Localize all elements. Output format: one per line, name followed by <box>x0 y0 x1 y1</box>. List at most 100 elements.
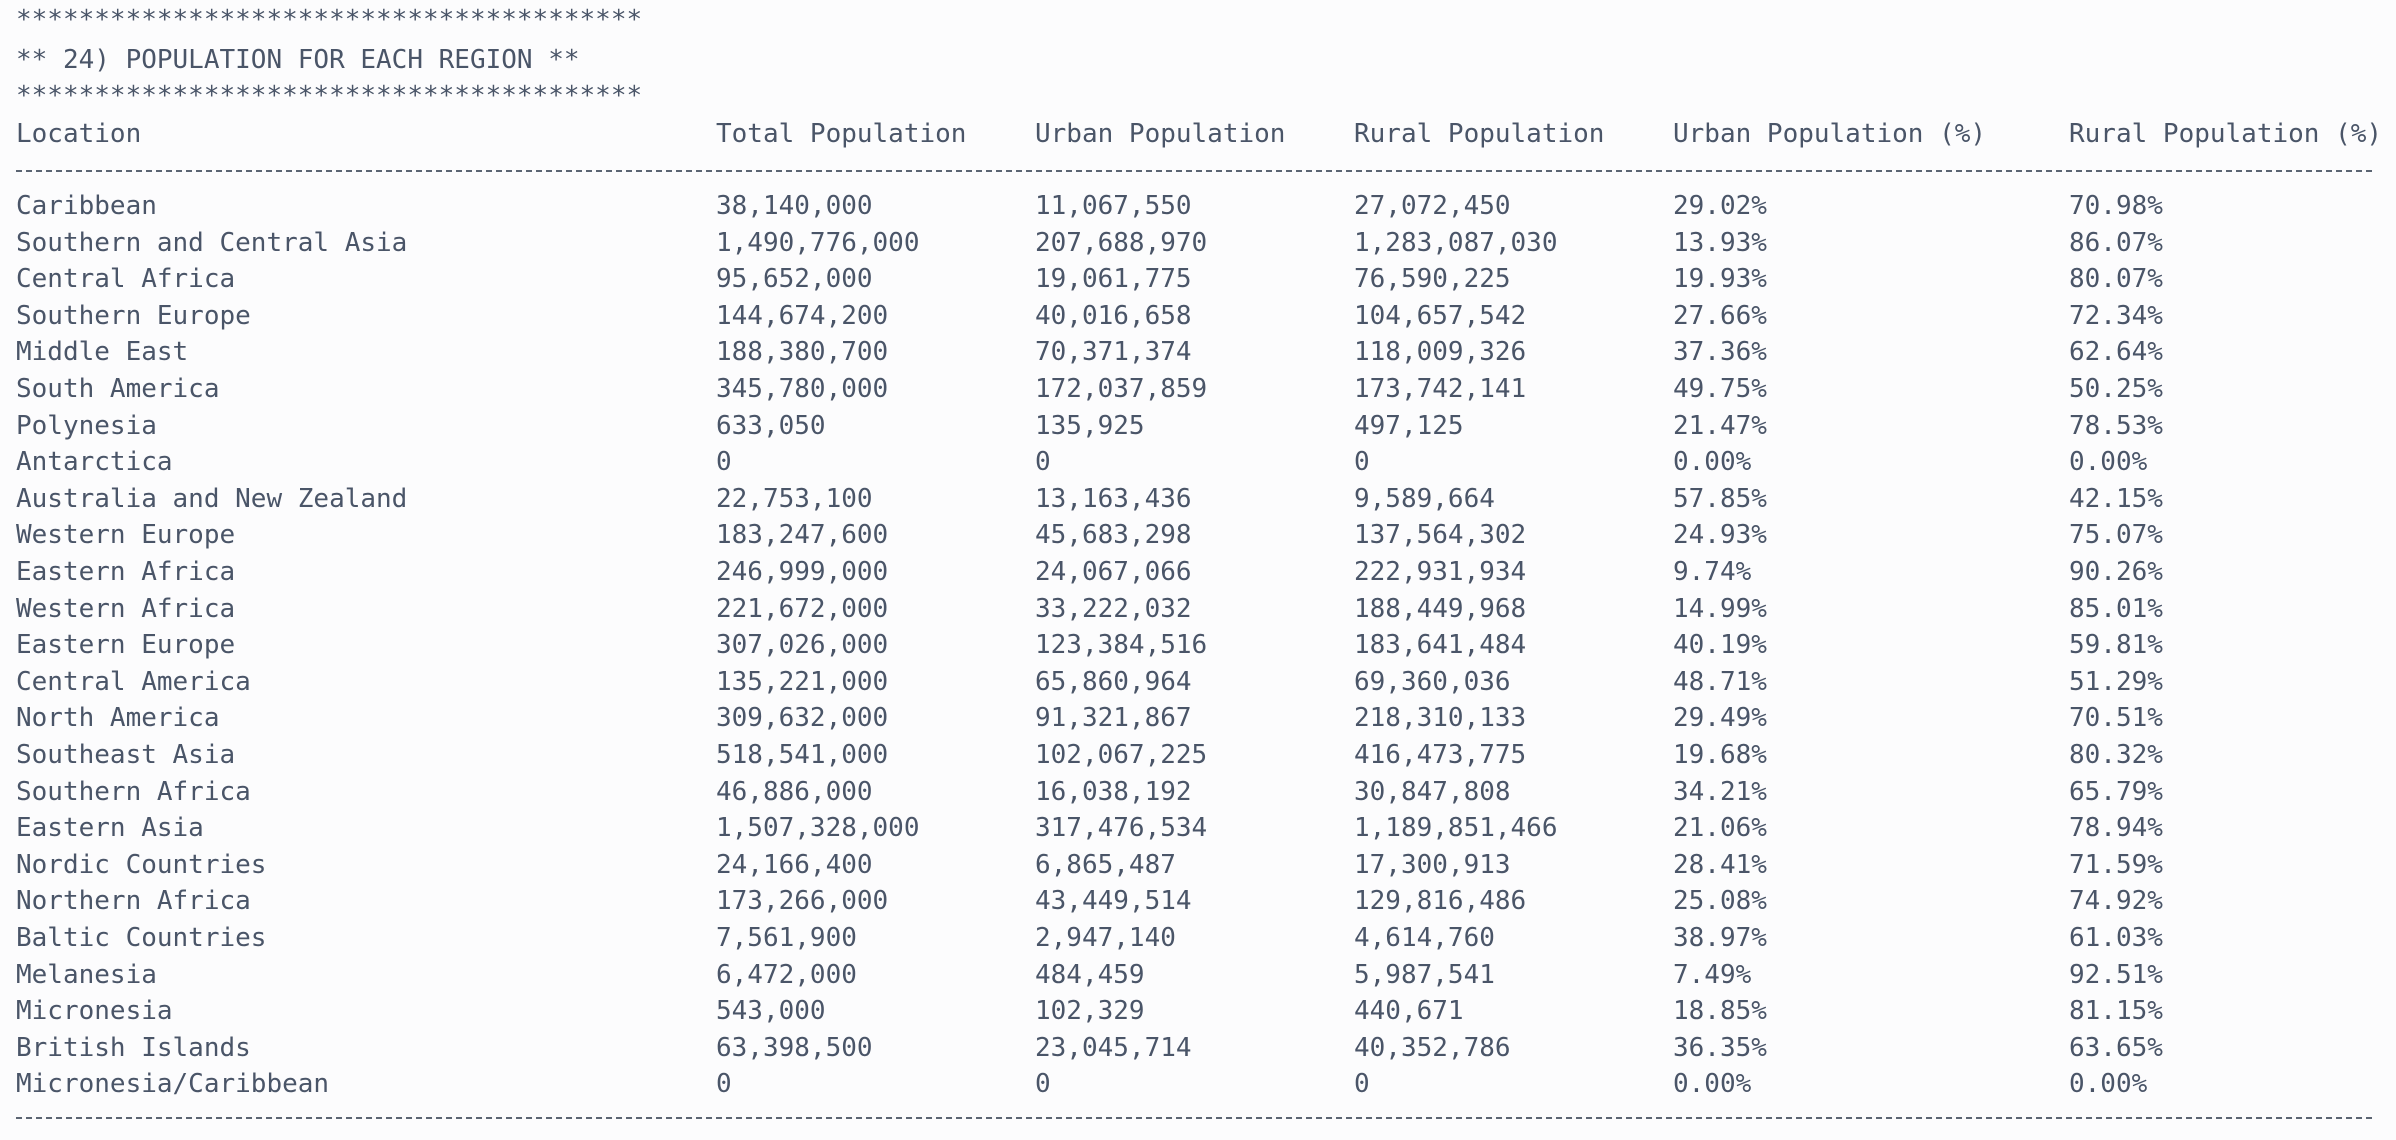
cell-rural-percent: 62.64% <box>2069 337 2163 367</box>
table-row: Micronesia 543,000 102,329 440,671 18.85% 81.… <box>0 993 2396 1029</box>
table-row: North America 309,632,000 91,321,867 218,31… <box>0 700 2396 736</box>
cell-urban-population: 19,061,775 <box>1035 264 1192 294</box>
cell-location: Baltic Countries <box>16 923 267 953</box>
cell-urban-population: 16,038,192 <box>1035 777 1192 807</box>
cell-location: Southern Africa <box>16 777 251 807</box>
cell-urban-population: 102,329 <box>1035 996 1145 1026</box>
table-row: Middle East 188,380,700 70,371,374 118,009,… <box>0 334 2396 370</box>
cell-rural-percent: 80.07% <box>2069 264 2163 294</box>
cell-rural-population: 104,657,542 <box>1354 301 1527 331</box>
cell-urban-population: 45,683,298 <box>1035 520 1192 550</box>
cell-location: Caribbean <box>16 191 157 221</box>
cell-location: Northern Africa <box>16 886 251 916</box>
cell-urban-population: 0 <box>1035 447 1051 477</box>
cell-total-population: 518,541,000 <box>716 740 889 770</box>
footer-separator <box>16 1117 2372 1119</box>
table-row: Eastern Africa 246,999,000 24,067,066 222,9… <box>0 554 2396 590</box>
cell-rural-percent: 50.25% <box>2069 374 2163 404</box>
banner-top-stars: **************************************** <box>16 5 643 35</box>
cell-urban-percent: 29.02% <box>1673 191 1767 221</box>
table-row: Southern Africa 46,886,000 16,038,192 30,84… <box>0 774 2396 810</box>
cell-urban-population: 484,459 <box>1035 960 1145 990</box>
cell-location: North America <box>16 703 220 733</box>
header-rural-population: Rural Population <box>1354 119 1605 149</box>
cell-rural-percent: 70.51% <box>2069 703 2163 733</box>
cell-urban-percent: 57.85% <box>1673 484 1767 514</box>
cell-urban-population: 6,865,487 <box>1035 850 1176 880</box>
cell-total-population: 183,247,600 <box>716 520 889 550</box>
cell-location: Micronesia/Caribbean <box>16 1069 330 1099</box>
cell-rural-percent: 92.51% <box>2069 960 2163 990</box>
cell-total-population: 135,221,000 <box>716 667 889 697</box>
cell-rural-percent: 42.15% <box>2069 484 2163 514</box>
cell-urban-percent: 25.08% <box>1673 886 1767 916</box>
cell-rural-percent: 63.65% <box>2069 1033 2163 1063</box>
cell-rural-population: 0 <box>1354 1069 1370 1099</box>
table-row: Polynesia 633,050 135,925 497,125 21.47% 78.5… <box>0 408 2396 444</box>
cell-total-population: 1,507,328,000 <box>716 813 920 843</box>
cell-urban-percent: 38.97% <box>1673 923 1767 953</box>
cell-total-population: 188,380,700 <box>716 337 889 367</box>
cell-total-population: 24,166,400 <box>716 850 873 880</box>
cell-rural-percent: 78.94% <box>2069 813 2163 843</box>
cell-rural-percent: 72.34% <box>2069 301 2163 331</box>
cell-rural-population: 1,189,851,466 <box>1354 813 1558 843</box>
cell-total-population: 633,050 <box>716 411 826 441</box>
cell-urban-percent: 19.68% <box>1673 740 1767 770</box>
cell-total-population: 38,140,000 <box>716 191 873 221</box>
cell-total-population: 173,266,000 <box>716 886 889 916</box>
cell-urban-population: 33,222,032 <box>1035 594 1192 624</box>
banner-title: ** 24) POPULATION FOR EACH REGION ** <box>16 45 580 75</box>
table-row: Nordic Countries 24,166,400 6,865,487 17,30… <box>0 847 2396 883</box>
cell-location: Nordic Countries <box>16 850 267 880</box>
cell-location: Southeast Asia <box>16 740 236 770</box>
table-row: Eastern Europe 307,026,000 123,384,516 183,… <box>0 627 2396 663</box>
cell-rural-percent: 70.98% <box>2069 191 2163 221</box>
banner-bottom-stars: **************************************** <box>16 81 643 111</box>
table-row: Western Africa 221,672,000 33,222,032 188,4… <box>0 591 2396 627</box>
cell-urban-percent: 19.93% <box>1673 264 1767 294</box>
cell-rural-percent: 81.15% <box>2069 996 2163 1026</box>
cell-urban-population: 0 <box>1035 1069 1051 1099</box>
cell-urban-population: 123,384,516 <box>1035 630 1208 660</box>
cell-urban-percent: 27.66% <box>1673 301 1767 331</box>
cell-rural-population: 218,310,133 <box>1354 703 1527 733</box>
cell-total-population: 221,672,000 <box>716 594 889 624</box>
cell-rural-population: 183,641,484 <box>1354 630 1527 660</box>
cell-location: Australia and New Zealand <box>16 484 408 514</box>
table-row: British Islands 63,398,500 23,045,714 40,35… <box>0 1030 2396 1066</box>
cell-rural-percent: 78.53% <box>2069 411 2163 441</box>
cell-urban-population: 207,688,970 <box>1035 228 1208 258</box>
table-row: Caribbean 38,140,000 11,067,550 27,072,450 2… <box>0 188 2396 224</box>
cell-total-population: 1,490,776,000 <box>716 228 920 258</box>
table-row: Central Africa 95,652,000 19,061,775 76,590… <box>0 261 2396 297</box>
cell-location: Eastern Africa <box>16 557 236 587</box>
cell-location: Southern and Central Asia <box>16 228 408 258</box>
cell-total-population: 63,398,500 <box>716 1033 873 1063</box>
cell-urban-percent: 34.21% <box>1673 777 1767 807</box>
cell-location: Eastern Europe <box>16 630 236 660</box>
table-row: Australia and New Zealand 22,753,100 13,16… <box>0 481 2396 517</box>
table-row: Antarctica 0 0 0 0.00% 0.00% <box>0 444 2396 480</box>
cell-rural-percent: 59.81% <box>2069 630 2163 660</box>
cell-urban-percent: 49.75% <box>1673 374 1767 404</box>
cell-rural-percent: 80.32% <box>2069 740 2163 770</box>
cell-rural-population: 497,125 <box>1354 411 1464 441</box>
cell-rural-population: 17,300,913 <box>1354 850 1511 880</box>
cell-urban-population: 65,860,964 <box>1035 667 1192 697</box>
cell-urban-percent: 37.36% <box>1673 337 1767 367</box>
header-separator <box>16 170 2372 172</box>
header-urban-population: Urban Population <box>1035 119 1286 149</box>
cell-rural-population: 0 <box>1354 447 1370 477</box>
cell-location: Antarctica <box>16 447 173 477</box>
table-row: Southern and Central Asia 1,490,776,000 20… <box>0 225 2396 261</box>
cell-rural-population: 222,931,934 <box>1354 557 1527 587</box>
cell-location: Central Africa <box>16 264 236 294</box>
table-row: Southeast Asia 518,541,000 102,067,225 416,… <box>0 737 2396 773</box>
cell-urban-population: 317,476,534 <box>1035 813 1208 843</box>
cell-location: British Islands <box>16 1033 251 1063</box>
cell-rural-population: 40,352,786 <box>1354 1033 1511 1063</box>
cell-rural-population: 173,742,141 <box>1354 374 1527 404</box>
header-urban-percent: Urban Population (%) <box>1673 119 1987 149</box>
cell-urban-percent: 28.41% <box>1673 850 1767 880</box>
